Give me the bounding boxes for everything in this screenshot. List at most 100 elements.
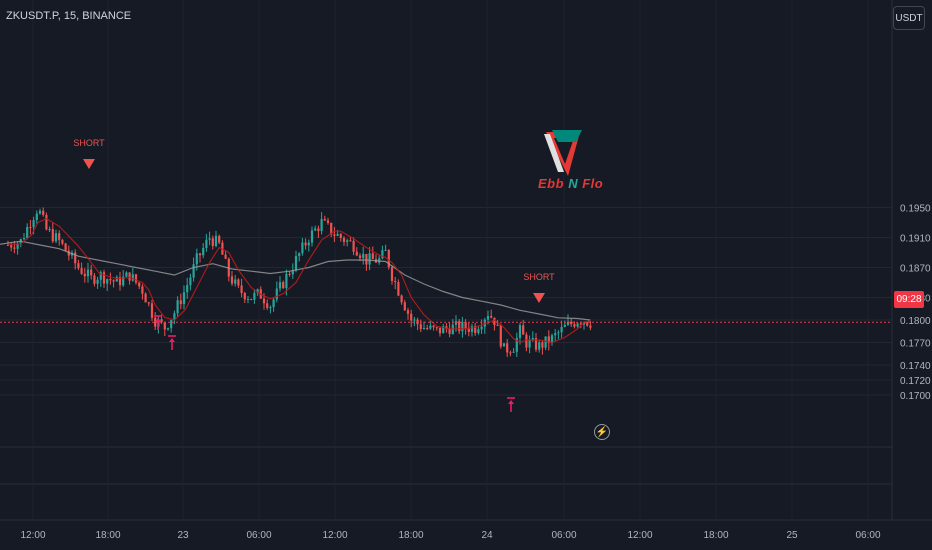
candle-body — [461, 322, 464, 332]
candle-body — [54, 233, 58, 242]
candle-body — [253, 292, 256, 300]
candle-body — [182, 292, 186, 305]
ma-slow-line — [0, 240, 591, 321]
candle-body — [118, 277, 122, 286]
candle-body — [214, 235, 218, 247]
candle-body — [355, 251, 358, 256]
candle-body — [272, 299, 275, 308]
y-tick-label: 0.1800 — [900, 316, 931, 327]
candle-body — [528, 339, 531, 348]
y-tick-label: 0.1740 — [900, 361, 931, 372]
candle-body — [96, 279, 99, 284]
candle-body — [83, 273, 86, 277]
candle-body — [128, 272, 131, 281]
candle-body — [176, 300, 179, 314]
candle-body — [314, 228, 317, 231]
x-tick-label: 23 — [177, 530, 189, 541]
candle-body — [486, 316, 490, 320]
candle-body — [400, 295, 403, 303]
candle-body — [218, 235, 221, 243]
candle-body — [154, 317, 157, 327]
candle-body — [112, 280, 115, 282]
short-triangle-icon — [533, 293, 545, 303]
candle-body — [6, 245, 10, 246]
y-tick-label: 0.1770 — [900, 339, 931, 350]
candle-body — [285, 273, 288, 289]
candle-body — [467, 328, 470, 332]
candle-body — [51, 229, 54, 242]
candle-body — [403, 302, 406, 311]
candle-body — [477, 329, 480, 334]
currency-button[interactable]: USDT — [893, 6, 925, 30]
candle-body — [125, 272, 128, 277]
candle-body — [237, 279, 240, 286]
candle-body — [307, 242, 310, 246]
candle-body — [368, 253, 371, 265]
candle-body — [298, 253, 301, 257]
candle-body — [38, 210, 42, 214]
flash-icon[interactable]: ⚡ — [594, 424, 610, 440]
candle-body — [90, 269, 93, 276]
candle-body — [173, 313, 176, 321]
candle-body — [266, 303, 269, 308]
candle-body — [333, 234, 336, 236]
candle-body — [32, 220, 35, 228]
candle-body — [422, 328, 426, 330]
candle-body — [579, 323, 582, 325]
candle-body — [445, 326, 448, 329]
long-signal-arrowhead — [169, 338, 175, 342]
candle-body — [429, 325, 432, 329]
candle-body — [275, 288, 278, 300]
y-tick-label: 0.1870 — [900, 264, 931, 275]
candle-body — [339, 234, 342, 239]
candle-body — [58, 233, 61, 240]
candle-body — [576, 323, 579, 327]
candle-body — [74, 252, 77, 264]
candle-body — [195, 253, 198, 265]
symbol-title[interactable]: ZKUSDT.P, 15, BINANCE — [6, 10, 132, 22]
candle-body — [211, 238, 214, 247]
candle-body — [518, 325, 522, 338]
candle-body — [384, 250, 387, 252]
candle-body — [16, 243, 19, 249]
candle-body — [86, 269, 90, 277]
candle-body — [22, 238, 26, 240]
candle-body — [435, 327, 438, 329]
candle-body — [557, 332, 560, 334]
candle-body — [362, 253, 365, 259]
candle-body — [586, 322, 589, 326]
candle-body — [186, 285, 189, 293]
candle-body — [534, 338, 538, 350]
x-tick-label: 06:00 — [246, 530, 271, 541]
candle-body — [470, 326, 474, 332]
candle-body — [304, 242, 307, 246]
candle-body — [189, 277, 192, 286]
candle-body — [410, 313, 413, 321]
y-tick-label: 0.1720 — [900, 376, 931, 387]
candle-body — [426, 328, 429, 330]
candle-body — [48, 229, 51, 231]
candle-body — [230, 276, 234, 284]
x-tick-label: 24 — [481, 530, 493, 541]
candle-body — [515, 337, 518, 352]
candle-body — [323, 219, 326, 221]
x-tick-label: 12:00 — [627, 530, 652, 541]
candle-body — [342, 238, 346, 242]
y-tick-label: 0.1700 — [900, 391, 931, 402]
candle-body — [102, 272, 106, 284]
candle-body — [45, 215, 48, 230]
candle-body — [566, 321, 570, 325]
candle-body — [522, 325, 525, 335]
candle-body — [544, 336, 547, 348]
candle-body — [35, 213, 38, 221]
candle-body — [150, 303, 154, 318]
candle-body — [541, 342, 544, 348]
candle-body — [560, 326, 563, 333]
candle-body — [458, 321, 461, 332]
candle-body — [109, 279, 112, 281]
candle-body — [122, 276, 125, 286]
candle-body — [432, 325, 435, 328]
candle-body — [240, 285, 243, 293]
